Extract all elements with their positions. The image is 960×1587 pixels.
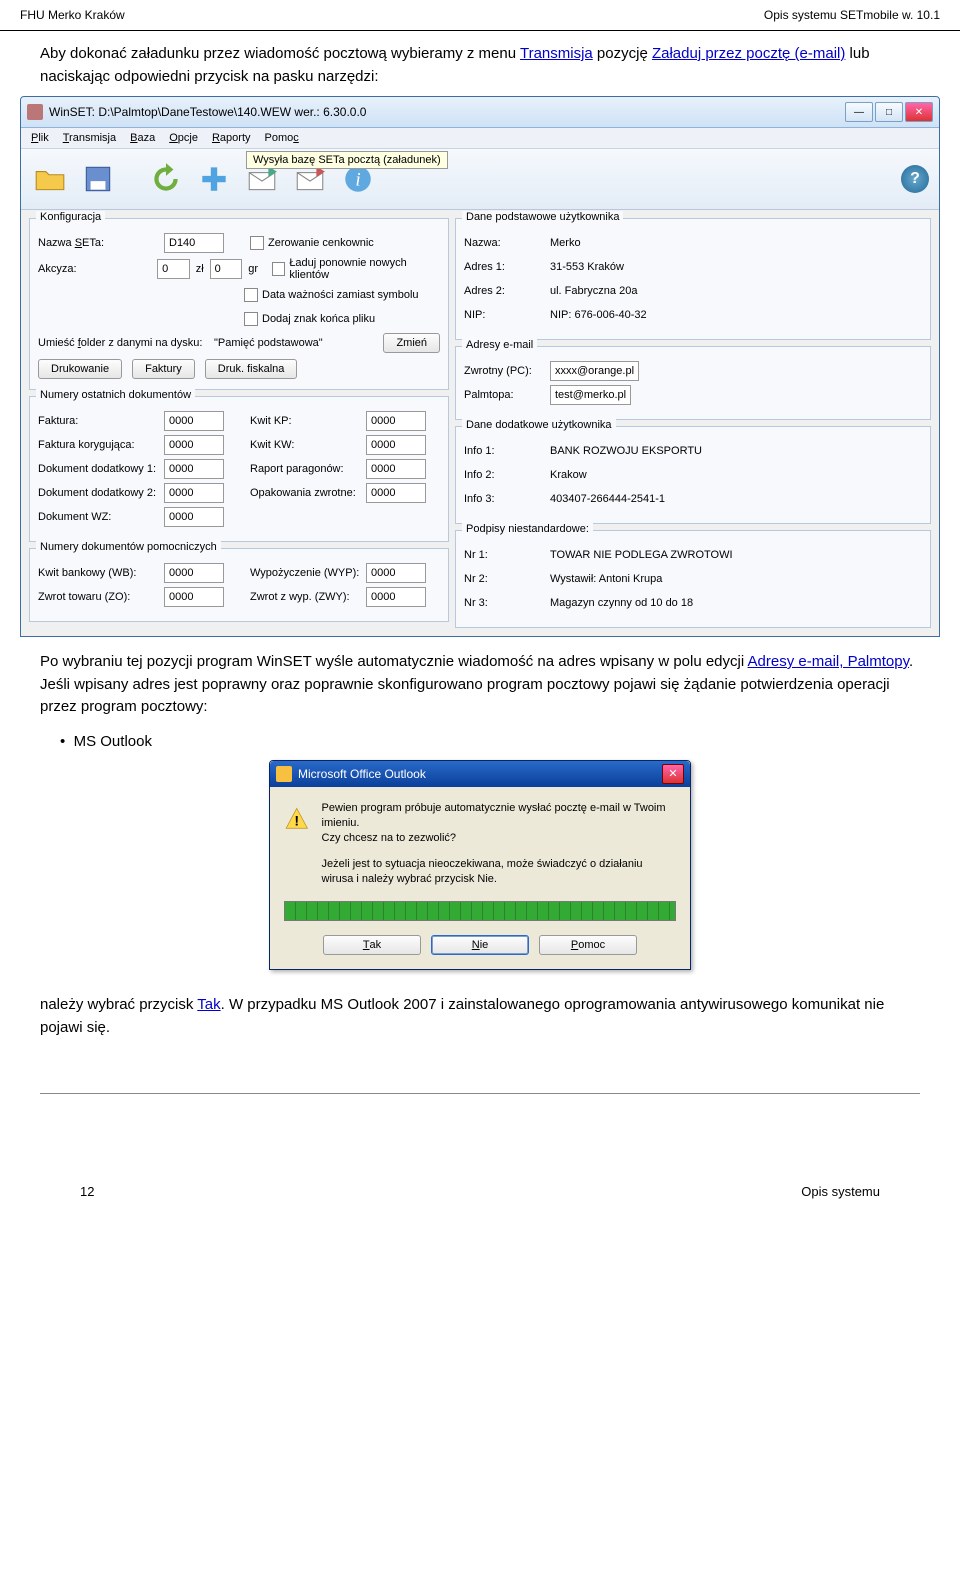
group-extra: Dane dodatkowe użytkownika Info 1:BANK R…: [455, 426, 931, 524]
btn-nie[interactable]: Nie: [431, 935, 529, 955]
chk-laduj[interactable]: Ładuj ponownie nowych klientów: [272, 257, 440, 281]
label-nazwa-seta: Nazwa SETa:: [38, 237, 158, 249]
group-dane: Dane podstawowe użytkownika Nazwa:MerkoA…: [455, 218, 931, 340]
link-adresy: Adresy e-mail, Palmtopy: [748, 653, 909, 670]
dialog-text-2: Jeżeli jest to sytuacja nieoczekiwana, m…: [322, 857, 676, 888]
plus-icon[interactable]: [195, 160, 233, 198]
minimize-button[interactable]: —: [845, 102, 873, 122]
group-numdoc: Numery ostatnich dokumentów Faktura:0000…: [29, 396, 449, 542]
btn-pomoc[interactable]: Pomoc: [539, 935, 637, 955]
btn-druk-fiskalna[interactable]: Druk. fiskalna: [205, 359, 298, 379]
link-transmisja: Transmisja: [520, 45, 593, 62]
save-icon[interactable]: [79, 160, 117, 198]
input-akcyza-gr[interactable]: 0: [210, 259, 243, 279]
warning-icon: !: [284, 801, 310, 837]
titlebar: WinSET: D:\Palmtop\DaneTestowe\140.WEW w…: [21, 97, 939, 128]
group-sign: Podpisy niestandardowe: Nr 1:TOWAR NIE P…: [455, 530, 931, 628]
menu-transmisja[interactable]: Transmisja: [63, 132, 116, 144]
folder-icon[interactable]: [31, 160, 69, 198]
app-icon: [27, 104, 43, 120]
menu-pomoc[interactable]: Pomoc: [265, 132, 299, 144]
toolbar-tooltip: Wysyła bazę SETa pocztą (załadunek): [246, 151, 448, 169]
window-title: WinSET: D:\Palmtop\DaneTestowe\140.WEW w…: [49, 105, 845, 119]
menubar: Plik Transmisja Baza Opcje Raporty Pomoc: [21, 128, 939, 149]
page-number: 12: [80, 1184, 94, 1199]
winset-window: WinSET: D:\Palmtop\DaneTestowe\140.WEW w…: [20, 96, 940, 637]
input-akcyza-zl[interactable]: 0: [157, 259, 190, 279]
chk-dodaj-znak[interactable]: Dodaj znak końca pliku: [244, 312, 375, 326]
svg-text:!: !: [294, 813, 299, 829]
btn-zmien[interactable]: Zmień: [383, 333, 440, 353]
header-right: Opis systemu SETmobile w. 10.1: [764, 8, 940, 22]
group-email: Adresy e-mail Zwrotny (PC):xxxx@orange.p…: [455, 346, 931, 420]
intro-paragraph: Aby dokonać załadunku przez wiadomość po…: [0, 31, 960, 96]
footer-right: Opis systemu: [801, 1184, 880, 1199]
btn-faktury[interactable]: Faktury: [132, 359, 195, 379]
mid-paragraph: Po wybraniu tej pozycji program WinSET w…: [0, 637, 960, 733]
label-folder: Umieść folder z danymi na dysku:: [38, 337, 208, 349]
chk-data-wazn[interactable]: Data ważności zamiast symbolu: [244, 288, 419, 302]
dialog-text-1: Pewien program próbuje automatycznie wys…: [322, 801, 676, 847]
group-numaux: Numery dokumentów pomocniczych Kwit bank…: [29, 548, 449, 622]
svg-text:i: i: [355, 169, 360, 190]
menu-plik[interactable]: Plik: [31, 132, 49, 144]
group-config: Konfiguracja Nazwa SETa: D140 Zerowanie …: [29, 218, 449, 390]
toolbar: i Wysyła bazę SETa pocztą (załadunek) ?: [21, 149, 939, 210]
footer-paragraph: należy wybrać przycisk Tak. W przypadku …: [0, 980, 960, 1053]
link-tak: Tak: [197, 996, 220, 1013]
help-icon[interactable]: ?: [901, 165, 929, 193]
dialog-title: Microsoft Office Outlook: [298, 767, 662, 781]
menu-baza[interactable]: Baza: [130, 132, 155, 144]
outlook-dialog: Microsoft Office Outlook ✕ ! Pewien prog…: [269, 760, 691, 971]
sync-icon[interactable]: [147, 160, 185, 198]
dialog-close-button[interactable]: ✕: [662, 764, 684, 784]
btn-tak[interactable]: Tak: [323, 935, 421, 955]
progress-bar: [284, 901, 676, 921]
link-zaladuj: Załaduj przez pocztę (e-mail): [652, 45, 845, 62]
bullet-outlook: • MS Outlook: [0, 733, 960, 750]
btn-drukowanie[interactable]: Drukowanie: [38, 359, 122, 379]
input-nazwa-seta[interactable]: D140: [164, 233, 224, 253]
close-button[interactable]: ✕: [905, 102, 933, 122]
menu-raporty[interactable]: Raporty: [212, 132, 251, 144]
maximize-button[interactable]: □: [875, 102, 903, 122]
folder-val: "Pamięć podstawowa": [214, 337, 323, 349]
header-left: FHU Merko Kraków: [20, 8, 125, 22]
chk-zerowanie[interactable]: Zerowanie cenkownic: [250, 236, 374, 250]
label-akcyza: Akcyza:: [38, 263, 151, 275]
outlook-icon: [276, 766, 292, 782]
menu-opcje[interactable]: Opcje: [169, 132, 198, 144]
